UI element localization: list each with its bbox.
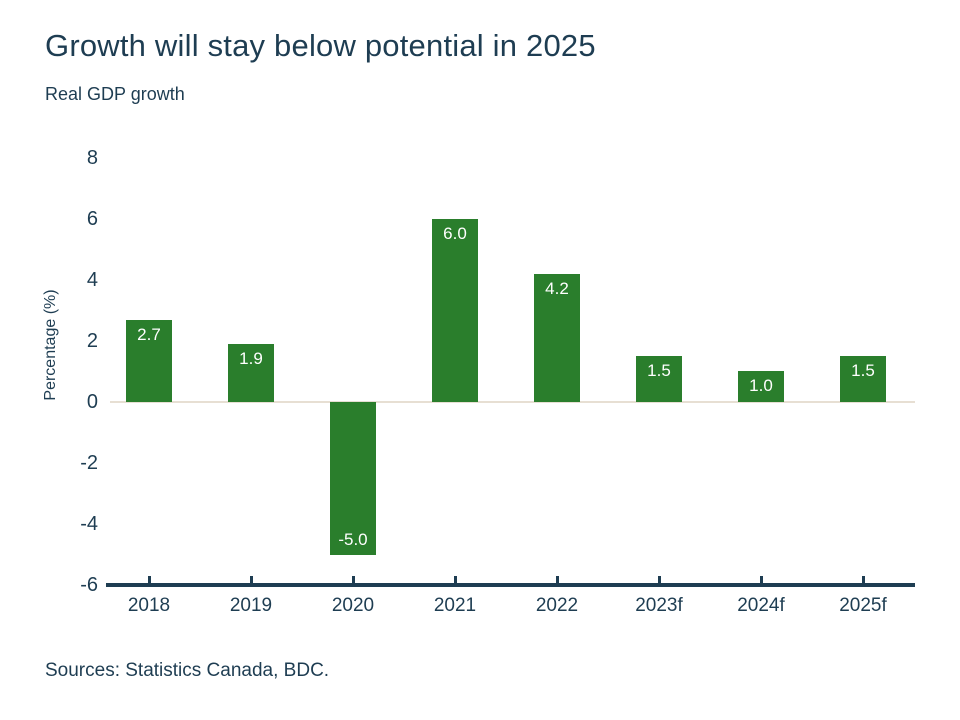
x-tick-label: 2022: [535, 595, 579, 616]
x-axis-tick: [862, 576, 865, 583]
x-axis-tick: [250, 576, 253, 583]
zero-gridline: [110, 401, 915, 403]
bar-2022: 4.2: [534, 274, 580, 402]
bar-2018: 2.7: [126, 320, 172, 402]
chart-title: Growth will stay below potential in 2025: [45, 28, 596, 63]
bar-2021: 6.0: [432, 219, 478, 402]
x-axis-tick: [658, 576, 661, 583]
bar-2023f: 1.5: [636, 356, 682, 402]
x-axis-tick: [556, 576, 559, 583]
x-axis-tick: [352, 576, 355, 583]
x-axis-tick: [760, 576, 763, 583]
x-axis-tick: [148, 576, 151, 583]
bar-value-label: 1.5: [851, 361, 875, 380]
bar-2020: -5.0: [330, 402, 376, 555]
x-tick-label: 2018: [127, 595, 171, 616]
y-tick-label: 0: [86, 391, 98, 413]
y-tick-label: 8: [86, 147, 98, 169]
chart-subtitle: Real GDP growth: [45, 84, 185, 104]
x-axis-line: [106, 583, 915, 587]
bar-value-label: -5.0: [338, 530, 368, 549]
bar-value-label: 1.5: [647, 361, 671, 380]
y-tick-label: -4: [80, 513, 98, 535]
y-tick-label: -6: [80, 574, 98, 596]
x-tick-label: 2021: [433, 595, 477, 616]
x-tick-label: 2023f: [635, 595, 683, 616]
x-tick-label: 2024f: [737, 595, 785, 616]
x-tick-label: 2025f: [839, 595, 887, 616]
x-tick-label: 2019: [229, 595, 273, 616]
y-tick-label: 2: [86, 330, 98, 352]
x-axis-tick: [454, 576, 457, 583]
bar-value-label: 6.0: [443, 224, 467, 243]
y-tick-label: 4: [86, 269, 98, 291]
bar-value-label: 1.9: [239, 349, 263, 368]
x-tick-label: 2020: [331, 595, 375, 616]
bar-value-label: 4.2: [545, 279, 569, 298]
bar-value-label: 2.7: [137, 325, 161, 344]
bar-2024f: 1.0: [738, 371, 784, 402]
sources-note: Sources: Statistics Canada, BDC.: [45, 660, 330, 681]
y-tick-label: -2: [80, 452, 98, 474]
bar-value-label: 1.0: [749, 376, 773, 395]
bar-2025f: 1.5: [840, 356, 886, 402]
bar-2019: 1.9: [228, 344, 274, 402]
y-tick-label: 6: [86, 208, 98, 230]
